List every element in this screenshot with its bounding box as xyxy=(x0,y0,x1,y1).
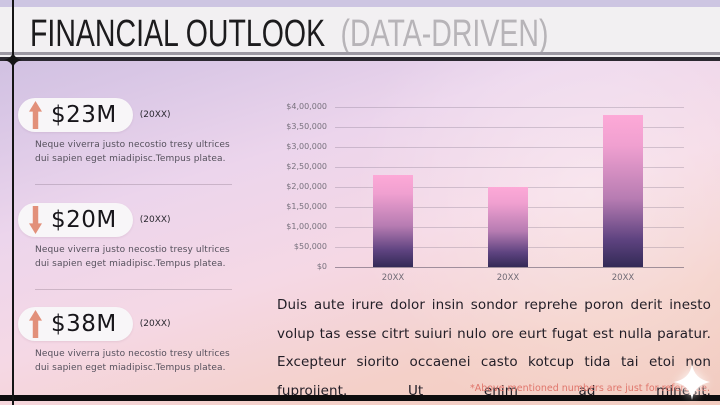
stat-value: $23M xyxy=(51,102,117,128)
stat-item-2: $20M (20XX) Neque viverra justo necostio… xyxy=(18,203,248,271)
y-axis-tick-label: $1,50,000 xyxy=(286,202,327,211)
chart-bar xyxy=(603,115,643,267)
stat-description: Neque viverra justo necostio tresy ultri… xyxy=(35,140,230,164)
stat-description: Neque viverra justo necostio tresy ultri… xyxy=(35,245,230,269)
subtitle-text: (DATA-DRIVEN) xyxy=(340,13,549,55)
trend-arrow xyxy=(29,101,42,129)
sparkle-icon xyxy=(674,364,710,400)
stat-item-3: $38M (20XX) Neque viverra justo necostio… xyxy=(18,307,248,375)
y-axis-tick-label: $3,00,000 xyxy=(286,142,327,151)
crosshair-star-icon xyxy=(4,51,22,69)
y-axis-tick-label: $1,00,000 xyxy=(286,222,327,231)
chart-gridline xyxy=(335,267,684,268)
chart-gridline xyxy=(335,107,684,108)
chart-gridline xyxy=(335,147,684,148)
bottom-black-bar xyxy=(0,395,720,401)
chart-bar xyxy=(373,175,413,267)
stat-description: Neque viverra justo necostio tresy ultri… xyxy=(35,349,230,373)
stat-divider xyxy=(35,184,232,185)
bar-chart: $4,00,000 $3,50,000 $3,00,000 $2,50,000 $2,0… xyxy=(280,99,690,289)
y-axis-tick-label: $2,00,000 xyxy=(286,182,327,191)
header-divider-dark xyxy=(0,57,720,61)
x-axis-label: 20XX xyxy=(381,273,405,283)
x-axis-label: 20XX xyxy=(496,273,520,283)
trend-arrow xyxy=(29,206,42,234)
stat-year: (20XX) xyxy=(139,319,171,329)
stat-item-1: $23M (20XX) Neque viverra justo necostio… xyxy=(18,98,248,166)
header: FINANCIAL OUTLOOK (DATA-DRIVEN) xyxy=(0,7,720,57)
chart-bar xyxy=(488,187,528,267)
y-axis-tick-label: $3,50,000 xyxy=(286,122,327,131)
y-axis-tick-label: $0 xyxy=(316,262,327,271)
header-top-strip xyxy=(0,0,720,7)
stat-pill: $20M xyxy=(18,203,133,237)
trend-arrow xyxy=(29,310,42,338)
stat-year: (20XX) xyxy=(139,110,171,120)
title-text: FINANCIAL OUTLOOK xyxy=(30,13,326,55)
left-frame-line xyxy=(12,0,14,405)
y-axis-tick-label: $4,00,000 xyxy=(286,102,327,111)
y-axis-tick-label: $2,50,000 xyxy=(286,162,327,171)
y-axis-tick-label: $50,000 xyxy=(293,242,327,251)
header-divider-gray xyxy=(0,52,720,55)
stat-divider xyxy=(35,289,232,290)
stat-value: $38M xyxy=(51,311,117,337)
stat-year: (20XX) xyxy=(139,215,171,225)
body-paragraph: Duis aute irure dolor insin sondor repre… xyxy=(277,297,711,399)
chart-gridline xyxy=(335,127,684,128)
stat-pill: $38M xyxy=(18,307,133,341)
chart-gridline xyxy=(335,167,684,168)
x-axis-label: 20XX xyxy=(611,273,635,283)
stat-pill: $23M xyxy=(18,98,133,132)
page-title: FINANCIAL OUTLOOK (DATA-DRIVEN) xyxy=(30,12,548,56)
footnote-text: *Above mentioned numbers are just for re… xyxy=(469,383,710,394)
stat-value: $20M xyxy=(51,207,117,233)
